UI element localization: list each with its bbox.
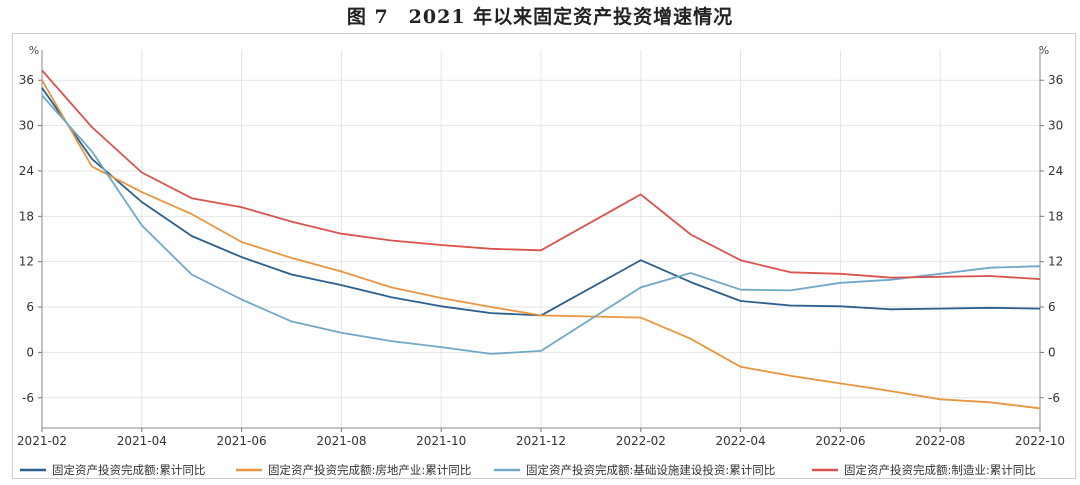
legend: 固定资产投资完成额:累计同比 固定资产投资完成额:房地产业:累计同比 固定资产投资完…: [20, 463, 1036, 477]
right-axis-unit: %: [1039, 44, 1049, 57]
series-lines: [41, 69, 1041, 410]
y-tick-left: 6: [26, 300, 34, 314]
y-tick-left: 18: [19, 209, 34, 223]
y-tick-left: -6: [22, 391, 34, 405]
series-line-1: [41, 87, 1041, 317]
legend-label: 固定资产投资完成额:基础设施建设投资:累计同比: [526, 463, 775, 477]
y-tick-right: 36: [1048, 73, 1063, 87]
left-axis-unit: %: [29, 44, 39, 57]
y-tick-left: 30: [19, 119, 34, 133]
legend-label: 固定资产投资完成额:累计同比: [52, 463, 205, 477]
x-tick-label: 2021-04: [117, 434, 167, 448]
series-line-3: [41, 94, 1041, 355]
y-tick-right: 6: [1048, 300, 1056, 314]
x-tick-label: 2022-10: [1015, 434, 1065, 448]
y-tick-right: 12: [1048, 255, 1063, 269]
legend-label: 固定资产投资完成额:房地产业:累计同比: [268, 463, 471, 477]
x-tick-label: 2021-08: [316, 434, 366, 448]
y-tick-right: 18: [1048, 209, 1063, 223]
x-tick-label: 2022-04: [716, 434, 766, 448]
y-tick-left: 36: [19, 73, 34, 87]
y-tick-right: 24: [1048, 164, 1063, 178]
chart-frame: [12, 33, 1076, 479]
x-tick-label: 2021-12: [516, 434, 566, 448]
y-tick-right: 30: [1048, 119, 1063, 133]
axes: [38, 50, 1044, 432]
legend-label: 固定资产投资完成额:制造业:累计同比: [844, 463, 1036, 477]
x-tick-label: 2021-10: [416, 434, 466, 448]
y-tick-left: 12: [19, 255, 34, 269]
chart-title: 图 7 2021 年以来固定资产投资增速情况: [346, 6, 734, 28]
y-tick-right: -6: [1048, 391, 1060, 405]
grid: [41, 50, 1041, 428]
series-line-4: [41, 69, 1041, 280]
series-line-2: [41, 79, 1041, 410]
y-tick-left: 0: [26, 345, 34, 359]
x-tick-label: 2022-06: [815, 434, 865, 448]
x-tick-label: 2022-08: [915, 434, 965, 448]
x-tick-label: 2022-02: [616, 434, 666, 448]
x-tick-labels: 2021-02 2021-04 2021-06 2021-08 2021-10 2021-…: [17, 434, 1065, 448]
y-tick-right: 0: [1048, 345, 1056, 359]
x-tick-label: 2021-02: [17, 434, 67, 448]
x-tick-label: 2021-06: [217, 434, 267, 448]
y-tick-left: 24: [19, 164, 34, 178]
y-tick-labels: -6 -6 0 0 6 6 12 12 18 18 24 24 30 30 36 36: [19, 73, 1064, 405]
